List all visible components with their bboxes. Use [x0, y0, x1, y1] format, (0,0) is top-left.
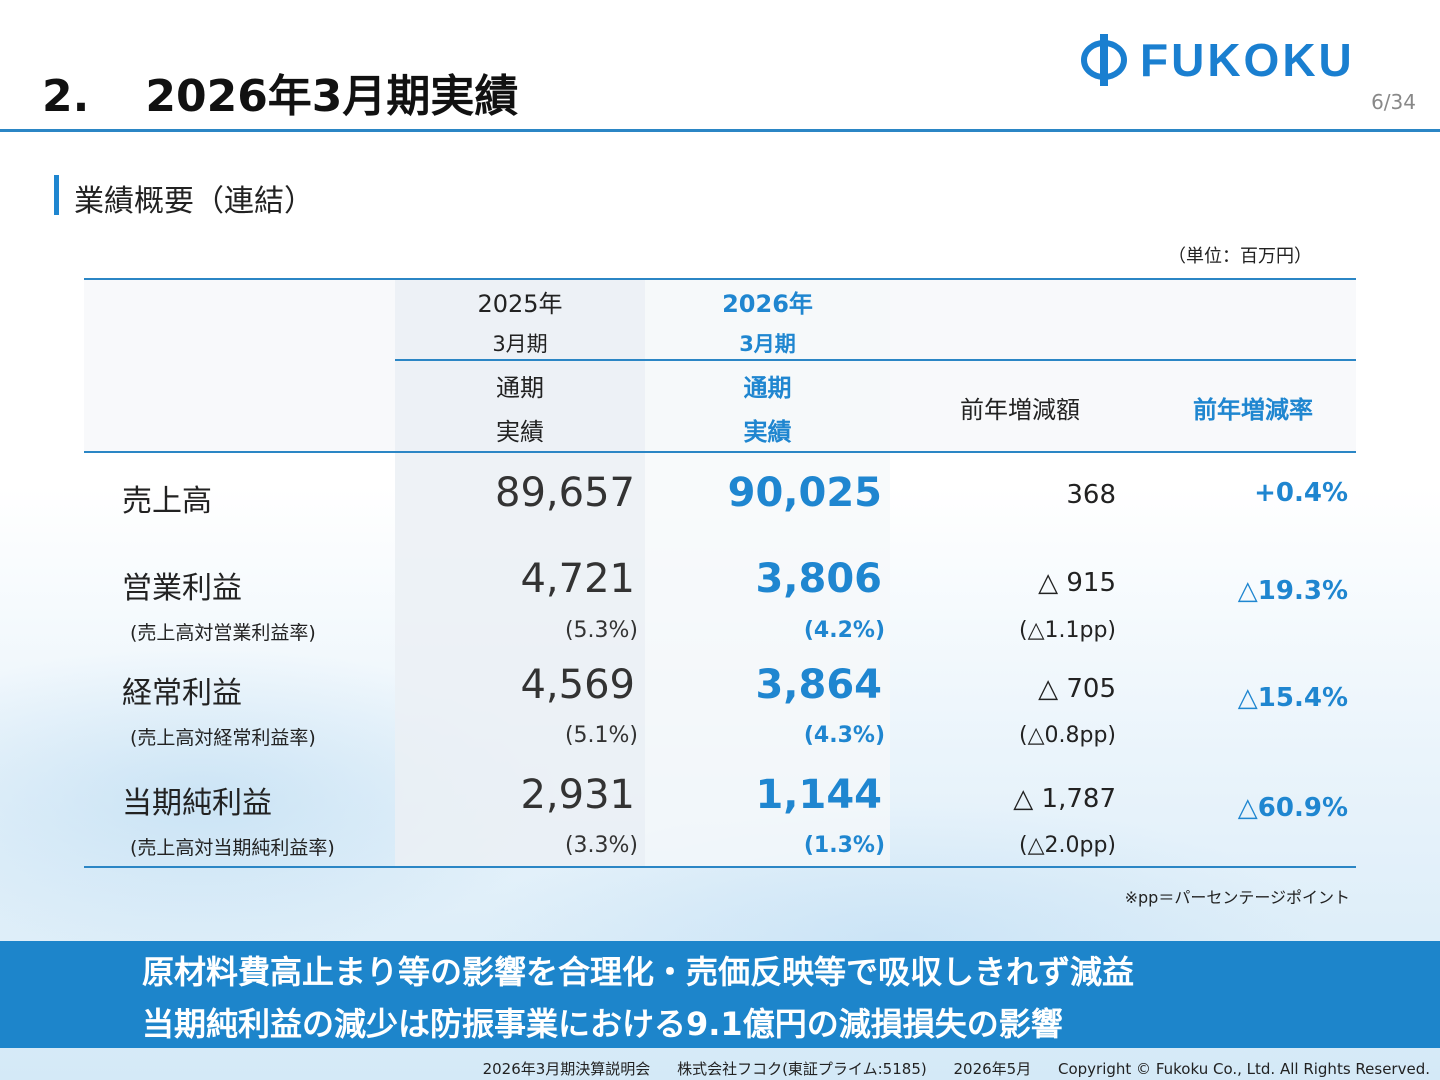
page-number: 6/34 — [1371, 90, 1416, 114]
net-income-diff: △ 1,787 — [1013, 784, 1116, 814]
curr-type1-header: 通期 — [743, 374, 792, 402]
operating-profit-curr: 3,806 — [755, 556, 882, 602]
results-table: 2025年 3月期 通期 実績 2026年 3月期 通期 実績 前年増減額 前年… — [84, 278, 1356, 870]
curr-year-header: 2026年 — [722, 290, 813, 318]
operating-profit-prev: 4,721 — [520, 556, 635, 602]
operating-profit-rate: △19.3% — [1237, 576, 1348, 606]
section-title: 業績概要（連結） — [74, 184, 314, 219]
row-label-operating-profit: 営業利益 — [122, 571, 242, 606]
sales-curr: 90,025 — [727, 470, 882, 516]
title-text: 2026年3月期実績 — [145, 71, 519, 122]
operating-margin-prev: (5.3%) — [564, 618, 638, 643]
table-header-bottom-line — [84, 451, 1356, 453]
footer-event: 2026年3月期決算説明会 — [482, 1060, 651, 1078]
ordinary-profit-prev: 4,569 — [520, 662, 635, 708]
prev-type1-header: 通期 — [496, 374, 544, 402]
summary-banner: 原材料費高止まり等の影響を合理化・売価反映等で吸収しきれず減益 当期純利益の減少… — [0, 941, 1440, 1048]
operating-profit-diff: △ 915 — [1038, 568, 1116, 598]
footer-date: 2026年5月 — [953, 1060, 1032, 1078]
row-label-ordinary-profit: 経常利益 — [122, 676, 242, 711]
net-margin-diff: (△2.0pp) — [1018, 833, 1116, 858]
net-income-curr: 1,144 — [755, 772, 882, 818]
net-margin-curr: (1.3%) — [803, 833, 885, 858]
sales-prev: 89,657 — [495, 470, 635, 516]
header-divider — [0, 129, 1440, 132]
section-accent-bar — [54, 175, 59, 215]
footnote-pp: ※pp＝パーセンテージポイント — [1124, 888, 1350, 907]
page-footer: 2026年3月期決算説明会 株式会社フコク(東証プライム:5185) 2026年… — [461, 1058, 1430, 1079]
diff-header: 前年増減額 — [960, 396, 1080, 424]
prev-term-header: 3月期 — [492, 332, 548, 356]
net-income-rate: △60.9% — [1237, 793, 1348, 823]
ordinary-profit-diff: △ 705 — [1038, 674, 1116, 704]
banner-line-1: 原材料費高止まり等の影響を合理化・売価反映等で吸収しきれず減益 — [142, 953, 1135, 991]
ordinary-margin-prev: (5.1%) — [564, 723, 638, 748]
operating-margin-diff: (△1.1pp) — [1018, 618, 1116, 643]
prev-type2-header: 実績 — [496, 418, 544, 446]
page-title: 2. 2026年3月期実績 — [42, 60, 518, 124]
ordinary-profit-rate: △15.4% — [1237, 683, 1348, 713]
net-income-prev: 2,931 — [520, 772, 635, 818]
prev-year-header: 2025年 — [477, 290, 563, 318]
footer-company: 株式会社フコク(東証プライム:5185) — [677, 1060, 927, 1078]
ordinary-profit-curr: 3,864 — [755, 662, 882, 708]
sales-diff: 368 — [1066, 480, 1116, 510]
curr-column-background — [645, 278, 890, 868]
row-label-sales: 売上高 — [122, 484, 212, 519]
curr-term-header: 3月期 — [739, 332, 796, 356]
curr-type2-header: 実績 — [743, 418, 792, 446]
table-top-line — [84, 278, 1356, 280]
table-header-mid-line — [395, 359, 1356, 361]
row-sublabel-ordinary-margin: (売上高対経常利益率) — [130, 727, 316, 749]
net-margin-prev: (3.3%) — [564, 833, 638, 858]
rate-header: 前年増減率 — [1193, 396, 1313, 424]
logo-text: FUKOKU — [1140, 34, 1355, 86]
footer-copyright: Copyright © Fukoku Co., Ltd. All Rights … — [1058, 1060, 1430, 1078]
phi-logo-icon — [1081, 34, 1127, 86]
ordinary-margin-diff: (△0.8pp) — [1018, 723, 1116, 748]
sales-rate: +0.4% — [1254, 478, 1348, 508]
prev-column-background — [395, 278, 645, 868]
unit-label: （単位：百万円） — [1168, 246, 1312, 267]
title-number: 2. — [42, 71, 90, 122]
banner-line-2: 当期純利益の減少は防振事業における9.1億円の減損損失の影響 — [142, 1005, 1063, 1043]
company-logo: FUKOKU — [1078, 32, 1418, 88]
row-label-net-income: 当期純利益 — [122, 786, 272, 821]
ordinary-margin-curr: (4.3%) — [803, 723, 885, 748]
table-bottom-line — [84, 866, 1356, 868]
row-sublabel-operating-margin: (売上高対営業利益率) — [130, 622, 316, 644]
row-sublabel-net-margin: (売上高対当期純利益率) — [130, 837, 335, 859]
operating-margin-curr: (4.2%) — [803, 618, 885, 643]
